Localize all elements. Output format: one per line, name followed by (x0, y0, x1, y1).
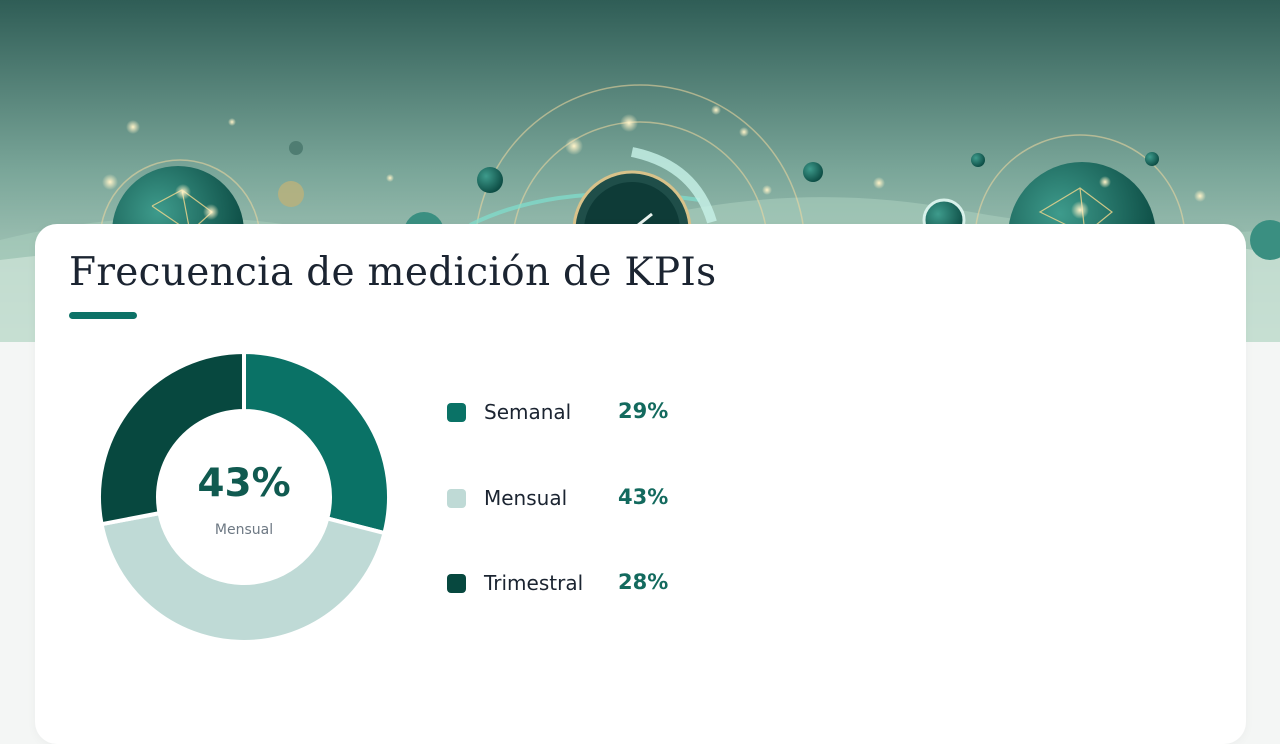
legend-label-semanal: Semanal (484, 400, 572, 424)
donut-center-value: 43% (197, 461, 291, 506)
donut-slices (99, 352, 389, 642)
title-underline (69, 312, 137, 319)
legend-swatch-semanal (447, 403, 466, 422)
donut-center-label: Mensual (214, 522, 274, 538)
page-title: Frecuencia de medición de KPIs (69, 250, 717, 295)
donut-slice-trimestral (99, 352, 246, 527)
legend-label-trimestral: Trimestral (484, 571, 584, 595)
donut-slice-mensual (99, 510, 387, 642)
legend-label-mensual: Mensual (484, 486, 568, 510)
legend-swatch-trimestral (447, 574, 466, 593)
legend-item-mensual: Mensual 43% (447, 478, 747, 518)
legend-swatch-mensual (447, 489, 466, 508)
chart-card: Frecuencia de medición de KPIs 43% Mensu… (35, 224, 1246, 744)
legend-value-mensual: 43% (618, 485, 669, 509)
legend-value-trimestral: 28% (618, 570, 669, 594)
legend-item-semanal: Semanal 29% (447, 392, 747, 432)
donut-chart (99, 352, 389, 642)
legend-value-semanal: 29% (618, 399, 669, 423)
sparkle-decorations (102, 105, 1206, 220)
donut-slice-semanal (242, 352, 389, 536)
legend-item-trimestral: Trimestral 28% (447, 563, 747, 603)
